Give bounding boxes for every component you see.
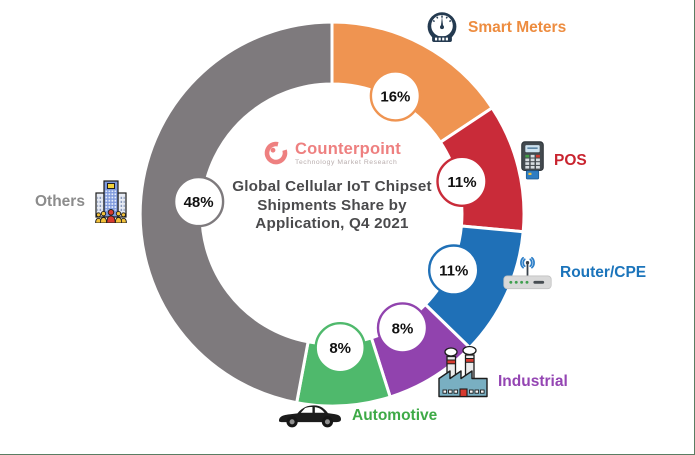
factory-icon	[438, 345, 488, 398]
legend-label-others: Others	[35, 192, 85, 210]
legend-label-router-cpe: Router/CPE	[560, 264, 647, 281]
car-icon	[279, 405, 341, 428]
legend-industrial: Industrial	[436, 345, 568, 400]
svg-text:8%: 8%	[329, 340, 351, 357]
pos-terminal-icon	[521, 141, 544, 180]
counterpoint-logo-icon	[264, 141, 288, 165]
logo-name: Counterpoint	[295, 139, 401, 158]
legend-label-industrial: Industrial	[498, 373, 568, 390]
percent-badge: 16%	[369, 70, 422, 122]
chart-title-line2: Shipments Share by	[257, 196, 407, 214]
chart-title-line1: Global Cellular IoT Chipset	[232, 178, 432, 195]
percent-badge: 11%	[436, 155, 488, 208]
percent-badge: 48%	[172, 175, 225, 228]
chart-center: Counterpoint Technology Market Research …	[212, 140, 452, 234]
router-icon	[503, 256, 552, 290]
legend-label-automotive: Automotive	[352, 406, 438, 424]
building-icon	[95, 180, 127, 223]
donut-segment-others	[138, 20, 334, 405]
svg-text:8%: 8%	[392, 320, 414, 337]
gauge-icon	[427, 12, 457, 42]
svg-text:48%: 48%	[184, 194, 214, 211]
legend-router-cpe: Router/CPE	[503, 255, 646, 291]
logo-subtitle: Technology Market Research	[295, 158, 398, 166]
legend-label-smart-meters: Smart Meters	[468, 19, 567, 36]
legend-automotive: Automotive	[276, 400, 437, 431]
legend-others: Others	[35, 180, 129, 223]
counterpoint-logo: Counterpoint Technology Market Research	[212, 140, 452, 166]
percent-badge: 11%	[428, 244, 480, 296]
percent-badge: 8%	[314, 322, 366, 374]
svg-text:11%: 11%	[447, 174, 476, 191]
svg-text:16%: 16%	[380, 88, 410, 105]
legend-smart-meters: Smart Meters	[424, 9, 566, 47]
chart-title: Global Cellular IoT Chipset Shipments Sh…	[212, 178, 452, 234]
legend-pos: POS	[519, 141, 587, 181]
legend-label-pos: POS	[554, 152, 587, 169]
chart-title-line3: Application, Q4 2021	[255, 215, 409, 232]
svg-text:11%: 11%	[439, 263, 468, 280]
percent-badge: 8%	[376, 302, 429, 354]
